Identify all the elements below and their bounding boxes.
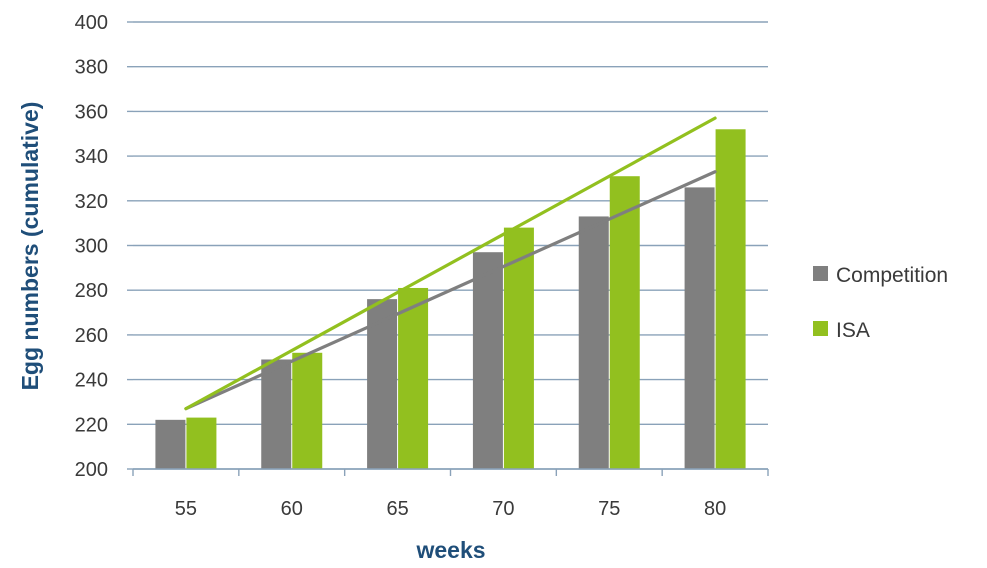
x-axis	[132, 468, 769, 476]
trendline-isa	[184, 116, 717, 411]
bar-competition-55	[155, 419, 186, 469]
bar-competition-65	[367, 299, 398, 469]
legend-swatch-competition	[813, 266, 828, 281]
gridlines	[127, 21, 768, 470]
y-tick-label: 400	[75, 12, 108, 34]
y-tick-label: 220	[75, 414, 108, 436]
legend: Competition ISA	[813, 264, 948, 342]
bar-competition-60	[261, 359, 292, 469]
y-axis-title: Egg numbers (cumulative)	[17, 102, 43, 391]
trendline-competition	[184, 170, 717, 411]
y-tick-label: 340	[75, 146, 108, 168]
y-tick-label: 240	[75, 370, 108, 392]
x-tick-label: 80	[704, 498, 726, 520]
y-tick-label: 320	[75, 191, 108, 213]
y-tick-label: 380	[75, 57, 108, 79]
bar-isa-75	[609, 176, 640, 469]
bar-competition-75	[578, 216, 609, 469]
x-tick-label: 70	[492, 498, 514, 520]
x-tick-label: 55	[175, 498, 197, 520]
y-tick-label: 280	[75, 280, 108, 302]
legend-swatch-isa	[813, 321, 828, 336]
y-tick-label: 260	[75, 325, 108, 347]
bar-isa-60	[292, 352, 323, 469]
legend-label-isa: ISA	[836, 319, 870, 342]
bar-isa-80	[715, 129, 746, 469]
y-tick-labels: 200 220 240 260 280 300 320 340 360 380 400	[75, 12, 108, 481]
legend-label-competition: Competition	[836, 264, 948, 287]
bar-isa-70	[503, 227, 534, 469]
x-tick-label: 60	[281, 498, 303, 520]
x-tick-labels: 55 60 65 70 75 80	[175, 498, 726, 520]
bar-competition-70	[472, 252, 503, 469]
y-tick-label: 200	[75, 459, 108, 481]
x-tick-label: 75	[598, 498, 620, 520]
y-tick-label: 360	[75, 101, 108, 123]
bar-isa-65	[398, 287, 429, 469]
bars	[155, 129, 746, 469]
bar-isa-55	[186, 417, 217, 469]
x-axis-title: weeks	[415, 537, 485, 563]
y-tick-label: 300	[75, 236, 108, 258]
x-tick-label: 65	[386, 498, 408, 520]
trendlines	[184, 116, 717, 411]
bar-competition-80	[684, 187, 715, 469]
